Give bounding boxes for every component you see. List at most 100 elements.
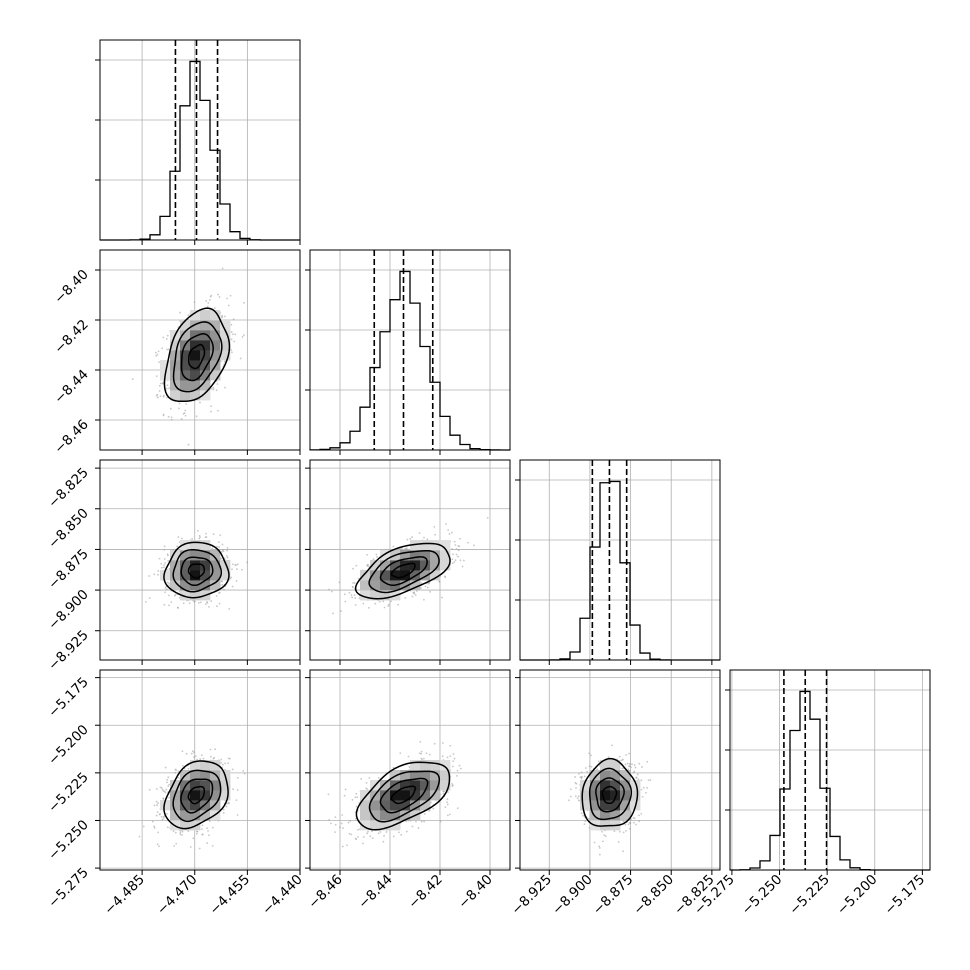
scatter-point bbox=[342, 827, 344, 830]
density-cell bbox=[180, 550, 191, 561]
scatter-point bbox=[218, 541, 220, 544]
density-cell bbox=[600, 760, 611, 771]
scatter-point bbox=[208, 820, 211, 822]
scatter-point bbox=[236, 776, 239, 779]
scatter-point bbox=[206, 842, 209, 844]
density-cell bbox=[390, 800, 401, 811]
density-cell bbox=[400, 780, 411, 791]
density-cell bbox=[180, 800, 191, 811]
density-cell bbox=[190, 350, 201, 361]
histogram-2 bbox=[520, 480, 720, 661]
density-cell bbox=[210, 550, 221, 561]
scatter-point bbox=[207, 301, 210, 304]
scatter-point bbox=[200, 754, 203, 757]
scatter-point bbox=[633, 764, 636, 766]
scatter-point bbox=[213, 307, 216, 310]
scatter-point bbox=[215, 595, 218, 597]
scatter-point bbox=[224, 762, 226, 765]
scatter-point bbox=[362, 836, 365, 838]
scatter-point bbox=[197, 601, 200, 604]
scatter-point bbox=[212, 757, 215, 760]
scatter-point bbox=[366, 553, 369, 556]
density-cell bbox=[190, 590, 201, 601]
scatter-point bbox=[382, 600, 385, 603]
density-cell bbox=[420, 550, 431, 561]
density-layer bbox=[131, 267, 245, 446]
scatter-point bbox=[158, 390, 161, 392]
scatter-point bbox=[362, 602, 365, 605]
scatter-point bbox=[210, 294, 213, 297]
scatter-point bbox=[216, 605, 218, 608]
scatter-point bbox=[184, 414, 187, 417]
scatter-point bbox=[221, 267, 224, 270]
scatter-point bbox=[231, 563, 234, 566]
scatter-point bbox=[210, 410, 212, 413]
density-cell bbox=[620, 780, 631, 791]
scatter-point bbox=[580, 812, 583, 815]
scatter-point bbox=[641, 766, 643, 768]
scatter-point bbox=[160, 562, 163, 565]
scatter-point bbox=[420, 820, 423, 823]
scatter-point bbox=[160, 787, 163, 789]
scatter-point bbox=[377, 832, 380, 835]
scatter-point bbox=[164, 591, 167, 594]
density-cell bbox=[410, 770, 421, 781]
density-cells bbox=[360, 760, 451, 831]
y-tick-label: −8.875 bbox=[45, 546, 92, 593]
panel-frame bbox=[99, 39, 301, 241]
scatter-point bbox=[179, 311, 182, 314]
scatter-point bbox=[415, 820, 417, 823]
density-cell bbox=[420, 560, 431, 571]
scatter-point bbox=[354, 796, 357, 799]
density-cell bbox=[610, 760, 621, 771]
density-cell bbox=[590, 790, 601, 801]
density-cell bbox=[190, 550, 201, 561]
scatter-point bbox=[398, 831, 400, 834]
scatter-point bbox=[418, 752, 421, 755]
density-cell bbox=[380, 800, 391, 811]
scatter-point bbox=[627, 823, 630, 826]
density-cell bbox=[620, 790, 631, 801]
scatter-point bbox=[441, 742, 444, 744]
scatter-point bbox=[176, 606, 179, 609]
panel-2-1 bbox=[305, 459, 511, 665]
scatter-point bbox=[581, 814, 584, 817]
density-cell bbox=[430, 790, 441, 801]
scatter-point bbox=[167, 594, 170, 597]
contour-level-0 bbox=[187, 563, 206, 579]
contour-level-1 bbox=[595, 777, 625, 813]
scatter-point bbox=[207, 834, 210, 837]
density-cell bbox=[200, 550, 211, 561]
scatter-point bbox=[194, 755, 197, 758]
panel-frame bbox=[309, 669, 511, 871]
density-cell bbox=[200, 360, 211, 371]
contour-level-1 bbox=[180, 333, 214, 382]
scatter-point bbox=[447, 529, 450, 531]
scatter-point bbox=[645, 791, 647, 794]
density-cell bbox=[390, 810, 401, 821]
scatter-point bbox=[242, 334, 245, 337]
density-cell bbox=[370, 570, 381, 581]
scatter-point bbox=[168, 796, 171, 799]
density-cell bbox=[220, 560, 231, 571]
scatter-point bbox=[377, 776, 380, 779]
scatter-point bbox=[590, 754, 592, 757]
scatter-point bbox=[451, 562, 454, 565]
scatter-point bbox=[159, 382, 162, 385]
scatter-point bbox=[368, 776, 371, 779]
scatter-point bbox=[158, 557, 161, 560]
scatter-point bbox=[156, 804, 158, 807]
scatter-point bbox=[428, 809, 431, 812]
scatter-point bbox=[230, 576, 233, 579]
contour-level-0 bbox=[601, 785, 618, 805]
scatter-point bbox=[406, 548, 408, 551]
scatter-point bbox=[340, 822, 343, 825]
density-cell bbox=[380, 580, 391, 591]
density-cell bbox=[380, 550, 391, 561]
scatter-point bbox=[232, 318, 235, 321]
scatter-point bbox=[392, 835, 395, 838]
scatter-point bbox=[343, 794, 346, 797]
scatter-point bbox=[162, 817, 165, 820]
scatter-point bbox=[184, 409, 187, 412]
histogram-panel-1 bbox=[305, 249, 511, 455]
